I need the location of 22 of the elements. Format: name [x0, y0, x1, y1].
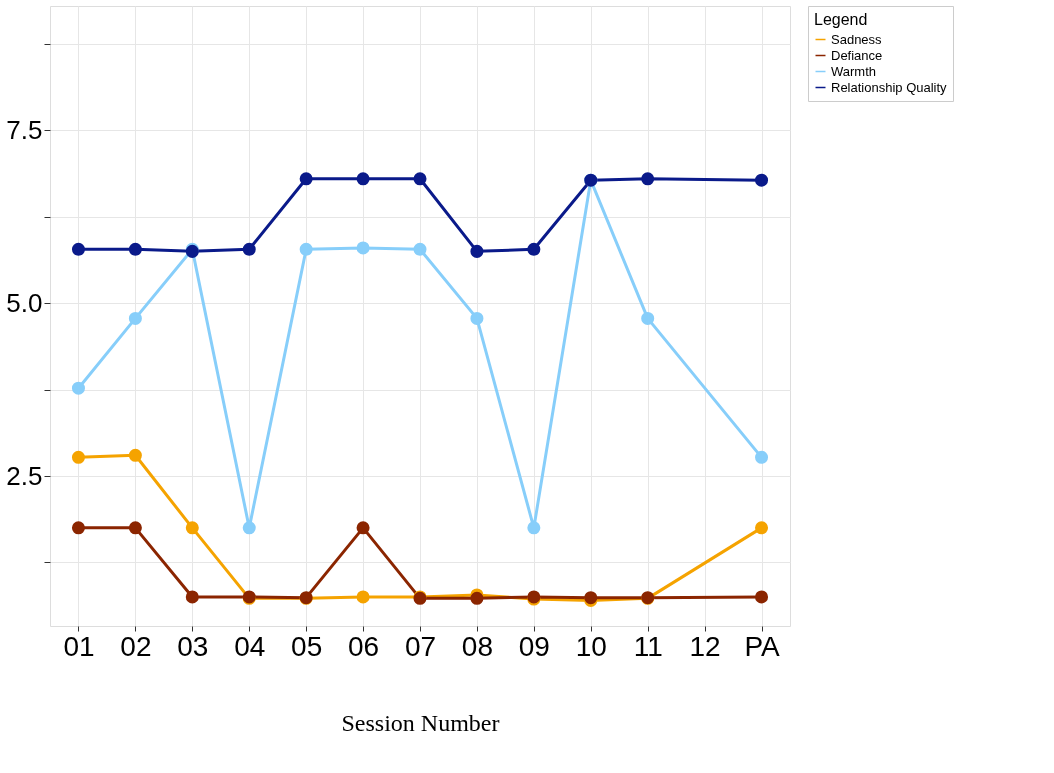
x-tick-label: PA: [744, 630, 780, 662]
x-tick-label: 04: [234, 630, 266, 662]
y-tick-label: 2.5: [6, 460, 43, 491]
legend-label: Relationship Quality: [831, 79, 948, 95]
x-tick-label: 06: [348, 630, 380, 662]
x-tick-label: 02: [120, 630, 152, 662]
x-tick-label: 07: [404, 630, 437, 662]
x-tick-label: 10: [575, 630, 607, 662]
x-tick-label: 01: [63, 630, 95, 662]
y-tick-label: 7.5: [6, 114, 43, 145]
y-tick-label: 5.0: [6, 287, 43, 318]
x-tick-label: 05: [291, 630, 323, 662]
x-tick-label: 03: [177, 630, 209, 662]
x-tick-label: 08: [461, 630, 493, 662]
x-tick-label: 11: [633, 630, 663, 662]
legend-label: Defiance: [831, 47, 883, 63]
x-tick-label: 12: [689, 630, 721, 662]
legend-label: Sadness: [831, 31, 883, 47]
legend-label: Warmth: [831, 63, 877, 79]
legend-title: Legend: [814, 11, 868, 28]
x-tick-label: 09: [518, 630, 550, 662]
x-axis-title: Session Number: [341, 709, 500, 736]
